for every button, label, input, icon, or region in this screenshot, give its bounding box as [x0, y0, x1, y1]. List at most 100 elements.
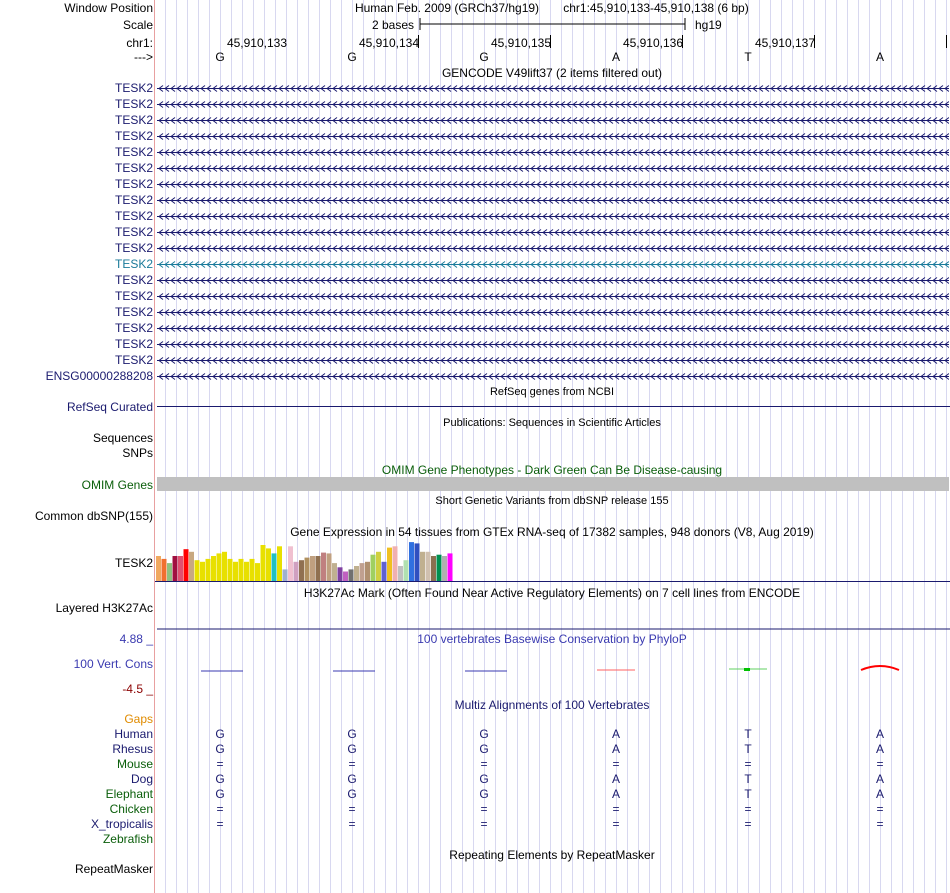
gtex-track-title[interactable]: Gene Expression in 54 tissues from GTEx … [290, 525, 814, 539]
gencode-feature[interactable] [157, 353, 949, 367]
species-label[interactable]: Chicken [109, 802, 153, 816]
omim-label[interactable]: OMIM Genes [81, 478, 153, 492]
gencode-item-label[interactable]: TESK2 [114, 353, 153, 367]
gencode-feature[interactable] [157, 225, 949, 239]
gtex-tissue-bar[interactable] [442, 556, 447, 582]
gencode-item-label[interactable]: TESK2 [114, 305, 153, 319]
phylop-track-title[interactable]: 100 vertebrates Basewise Conservation by… [417, 632, 687, 646]
gencode-feature[interactable] [157, 289, 949, 303]
gencode-item-label[interactable]: ENSG00000288208 [45, 369, 153, 383]
gtex-tissue-bar[interactable] [244, 561, 249, 582]
gtex-tissue-bar[interactable] [403, 560, 409, 582]
gtex-tissue-bar[interactable] [238, 558, 244, 582]
gencode-item-label[interactable]: TESK2 [114, 81, 153, 95]
gencode-item-label[interactable]: TESK2 [114, 177, 153, 191]
h3k27ac-track-title[interactable]: H3K27Ac Mark (Often Found Near Active Re… [303, 586, 801, 600]
species-label[interactable]: Human [114, 727, 153, 741]
gencode-feature[interactable] [157, 257, 949, 271]
gencode-feature[interactable] [157, 113, 949, 127]
gtex-tissue-bar[interactable] [183, 549, 189, 582]
multiz-track-title[interactable]: Multiz Alignments of 100 Vertebrates [454, 698, 650, 712]
gtex-tissue-bar[interactable] [200, 561, 205, 582]
gtex-tissue-bar[interactable] [310, 556, 315, 582]
gtex-tissue-bar[interactable] [354, 566, 359, 582]
gencode-item-label[interactable]: TESK2 [114, 321, 153, 335]
gtex-tissue-bar[interactable] [425, 551, 431, 582]
gencode-item-label[interactable]: TESK2 [114, 225, 153, 239]
gencode-item-label[interactable]: TESK2 [114, 129, 153, 143]
gencode-item-label[interactable]: TESK2 [114, 161, 153, 175]
snps-label[interactable]: SNPs [122, 446, 153, 460]
refseq-label[interactable]: RefSeq Curated [66, 400, 153, 414]
dbsnp-label[interactable]: Common dbSNP(155) [34, 509, 153, 523]
gtex-tissue-bar[interactable] [420, 551, 425, 582]
gtex-tissue-bar[interactable] [381, 561, 387, 582]
gtex-tissue-bar[interactable] [387, 547, 392, 582]
gencode-item-label[interactable]: TESK2 [114, 257, 153, 271]
gtex-tissue-bar[interactable] [343, 571, 348, 583]
gtex-label[interactable]: TESK2 [114, 556, 153, 570]
gtex-tissue-bar[interactable] [249, 558, 255, 582]
species-label[interactable]: X_tropicalis [90, 817, 153, 831]
gencode-track-title[interactable]: GENCODE V49lift37 (2 items filtered out) [441, 66, 663, 80]
phylop-label[interactable]: 100 Vert. Cons [73, 657, 153, 671]
gencode-feature[interactable] [157, 305, 949, 319]
gtex-tissue-bar[interactable] [370, 554, 376, 582]
gtex-tissue-bar[interactable] [211, 556, 216, 582]
gencode-item-label[interactable]: TESK2 [114, 289, 153, 303]
gencode-feature[interactable] [157, 129, 949, 143]
gtex-tissue-bar[interactable] [282, 569, 288, 582]
dbsnp-track-title[interactable]: Short Genetic Variants from dbSNP releas… [435, 495, 669, 507]
gtex-tissue-bar[interactable] [293, 561, 299, 582]
gencode-item-label[interactable]: TESK2 [114, 113, 153, 127]
gencode-feature[interactable] [157, 209, 949, 223]
gtex-tissue-bar[interactable] [205, 558, 211, 582]
gtex-tissue-bar[interactable] [337, 567, 343, 582]
gtex-tissue-bar[interactable] [288, 546, 293, 582]
gencode-item-label[interactable]: TESK2 [114, 97, 153, 111]
sequences-label[interactable]: Sequences [92, 431, 153, 445]
gtex-tissue-bar[interactable] [436, 554, 442, 582]
gtex-tissue-bar[interactable] [398, 566, 403, 582]
gtex-tissue-bar[interactable] [392, 546, 398, 582]
gtex-tissue-bar[interactable] [359, 563, 365, 582]
gencode-feature[interactable] [157, 193, 949, 207]
repeatmasker-track-title[interactable]: Repeating Elements by RepeatMasker [449, 848, 655, 862]
gtex-tissue-bar[interactable] [409, 542, 414, 582]
gtex-tissue-bar[interactable] [260, 545, 266, 582]
gtex-tissue-bar[interactable] [271, 553, 277, 582]
gtex-tissue-bar[interactable] [277, 546, 282, 582]
gtex-bar-chart[interactable] [155, 540, 950, 582]
gencode-feature[interactable] [157, 369, 949, 383]
gtex-tissue-bar[interactable] [156, 556, 161, 582]
gencode-feature[interactable] [157, 273, 949, 287]
publications-track-title[interactable]: Publications: Sequences in Scientific Ar… [443, 417, 661, 429]
gtex-tissue-bar[interactable] [414, 543, 420, 582]
gtex-tissue-bar[interactable] [304, 557, 310, 582]
gtex-tissue-bar[interactable] [233, 561, 238, 582]
species-label[interactable]: Dog [130, 772, 153, 786]
gencode-feature[interactable] [157, 177, 949, 191]
gencode-item-label[interactable]: TESK2 [114, 337, 153, 351]
omim-track-title[interactable]: OMIM Gene Phenotypes - Dark Green Can Be… [381, 463, 723, 477]
gencode-item-label[interactable]: TESK2 [114, 209, 153, 223]
phylop-plot[interactable] [155, 655, 950, 685]
h3k27ac-label[interactable]: Layered H3K27Ac [55, 601, 153, 615]
gtex-tissue-bar[interactable] [348, 569, 354, 582]
gtex-tissue-bar[interactable] [189, 551, 194, 582]
gencode-feature[interactable] [157, 321, 949, 335]
gtex-tissue-bar[interactable] [326, 553, 332, 582]
gtex-tissue-bar[interactable] [255, 563, 260, 582]
gtex-tissue-bar[interactable] [315, 556, 321, 582]
gaps-label[interactable]: Gaps [124, 712, 153, 726]
gencode-feature[interactable] [157, 161, 949, 175]
gtex-tissue-bar[interactable] [332, 563, 337, 582]
gtex-tissue-bar[interactable] [178, 556, 183, 582]
species-label[interactable]: Elephant [105, 787, 153, 801]
gtex-tissue-bar[interactable] [431, 556, 436, 582]
gtex-tissue-bar[interactable] [167, 563, 172, 582]
gtex-tissue-bar[interactable] [227, 558, 233, 582]
gencode-item-label[interactable]: TESK2 [114, 193, 153, 207]
gtex-tissue-bar[interactable] [194, 560, 200, 582]
